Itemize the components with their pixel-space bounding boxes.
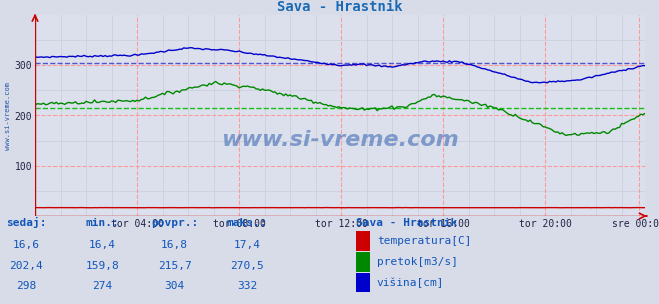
Text: www.si-vreme.com: www.si-vreme.com: [221, 130, 459, 150]
Text: 16,4: 16,4: [89, 240, 115, 250]
Text: višina[cm]: višina[cm]: [377, 278, 444, 288]
Text: sedaj:: sedaj:: [6, 217, 47, 229]
Text: povpr.:: povpr.:: [151, 219, 198, 229]
Text: 274: 274: [92, 282, 112, 292]
Text: 159,8: 159,8: [85, 261, 119, 271]
Text: 16,8: 16,8: [161, 240, 188, 250]
Text: 270,5: 270,5: [230, 261, 264, 271]
Text: 215,7: 215,7: [158, 261, 192, 271]
Text: maks.:: maks.:: [227, 219, 268, 229]
Text: 298: 298: [16, 282, 36, 292]
Text: 332: 332: [237, 282, 257, 292]
Text: 16,6: 16,6: [13, 240, 40, 250]
Text: min.:: min.:: [85, 219, 119, 229]
Title: Sava - Hrastnik: Sava - Hrastnik: [277, 0, 403, 14]
Text: pretok[m3/s]: pretok[m3/s]: [377, 257, 458, 267]
Text: 304: 304: [165, 282, 185, 292]
Text: Sava - Hrastnik: Sava - Hrastnik: [356, 219, 457, 229]
Text: 202,4: 202,4: [9, 261, 43, 271]
Text: 17,4: 17,4: [234, 240, 260, 250]
Text: temperatura[C]: temperatura[C]: [377, 236, 471, 246]
Text: www.si-vreme.com: www.si-vreme.com: [5, 81, 11, 150]
